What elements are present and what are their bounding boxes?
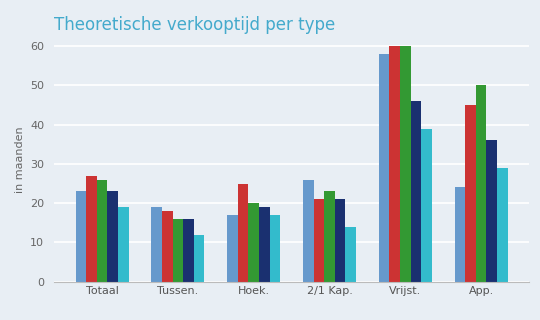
Bar — [269, 215, 280, 282]
Bar — [476, 85, 487, 282]
Bar — [97, 180, 107, 282]
Bar — [86, 176, 97, 282]
Bar — [151, 207, 162, 282]
Bar — [497, 168, 508, 282]
Bar — [194, 235, 205, 282]
Bar — [173, 219, 183, 282]
Bar — [238, 184, 248, 282]
Bar — [421, 129, 432, 282]
Bar — [76, 191, 86, 282]
Bar — [303, 180, 314, 282]
Text: Theoretische verkooptijd per type: Theoretische verkooptijd per type — [54, 16, 335, 34]
Y-axis label: in maanden: in maanden — [15, 127, 25, 193]
Bar — [487, 140, 497, 282]
Bar — [162, 211, 173, 282]
Bar — [314, 199, 324, 282]
Bar — [379, 54, 389, 282]
Bar — [455, 188, 465, 282]
Bar — [324, 191, 335, 282]
Bar — [335, 199, 346, 282]
Bar — [410, 101, 421, 282]
Bar — [465, 105, 476, 282]
Bar — [107, 191, 118, 282]
Bar — [346, 227, 356, 282]
Bar — [118, 207, 129, 282]
Bar — [227, 215, 238, 282]
Bar — [248, 203, 259, 282]
Bar — [389, 46, 400, 282]
Bar — [400, 46, 410, 282]
Bar — [259, 207, 269, 282]
Bar — [183, 219, 194, 282]
